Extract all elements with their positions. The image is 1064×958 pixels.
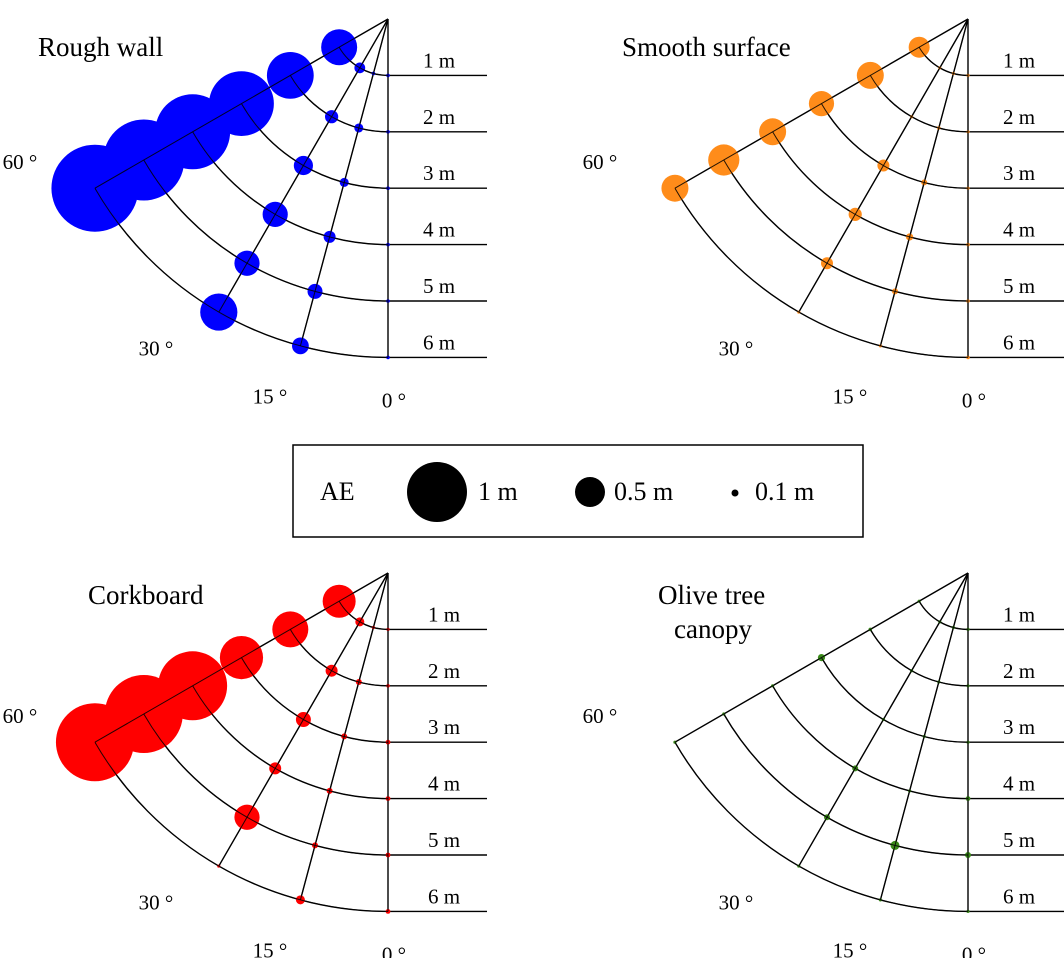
distance-label-6m: 6 m [1003, 330, 1035, 354]
legend-marker-1m [407, 462, 467, 522]
distance-label-2m: 2 m [423, 105, 455, 129]
angle-label-60deg: 60 ° [3, 150, 38, 174]
arc-overlay-5m [143, 713, 389, 856]
arc-overlay-5m [723, 713, 969, 856]
arc-overlay-6m [94, 741, 389, 912]
arc-overlay-2m [289, 629, 389, 687]
panel-title: Rough wall [38, 32, 163, 62]
legend-marker-0.1m [731, 489, 739, 497]
panel-title: Corkboard [88, 580, 204, 610]
angle-label-15deg: 15 ° [253, 384, 288, 408]
angle-label-30deg: 30 ° [139, 890, 174, 914]
angle-label-15deg: 15 ° [833, 384, 868, 408]
distance-label-1m: 1 m [428, 602, 460, 626]
distance-label-1m: 1 m [423, 48, 455, 72]
arc-overlay-1m [918, 600, 969, 630]
angle-label-0deg: 0 ° [382, 388, 406, 412]
arc-overlay-3m [241, 103, 389, 189]
panel-2: 1 m 2 m 3 m 4 m 5 m 6 m 0 ° 15 ° 30 ° 60 ° Corkboa… [3, 572, 487, 958]
arc-overlay-3m [821, 657, 969, 743]
legend-title: AE [320, 477, 355, 506]
angle-label-15deg: 15 ° [253, 938, 288, 958]
panel-title-line-1: canopy [674, 614, 752, 644]
angle-label-60deg: 60 ° [3, 704, 38, 728]
distance-label-4m: 4 m [1003, 772, 1035, 796]
arc-overlay-4m [772, 685, 969, 800]
arc-overlay-3m [821, 103, 969, 189]
arc-overlay-4m [192, 685, 389, 800]
angle-label-30deg: 30 ° [719, 890, 754, 914]
arc-overlay-5m [723, 159, 969, 302]
distance-label-1m: 1 m [1003, 48, 1035, 72]
arc-overlay-6m [674, 187, 969, 358]
arc-overlay-4m [192, 131, 389, 246]
arc-overlay-4m [772, 131, 969, 246]
arc-overlay-5m [143, 159, 389, 302]
legend-label-0.5m: 0.5 m [614, 477, 673, 506]
arc-overlay-1m [338, 600, 389, 630]
distance-label-3m: 3 m [1003, 715, 1035, 739]
arc-overlay-1m [918, 46, 969, 76]
legend-marker-0.5m [575, 477, 605, 507]
angle-label-0deg: 0 ° [962, 942, 986, 958]
distance-label-5m: 5 m [423, 274, 455, 298]
legend-label-1m: 1 m [478, 477, 518, 506]
arc-overlay-2m [289, 75, 389, 133]
distance-label-6m: 6 m [423, 330, 455, 354]
arc-overlay-3m [241, 657, 389, 743]
distance-label-2m: 2 m [1003, 659, 1035, 683]
angle-label-0deg: 0 ° [962, 388, 986, 412]
panel-0: 1 m 2 m 3 m 4 m 5 m 6 m 0 ° 15 ° 30 ° 60 ° Rough w… [3, 18, 487, 412]
panel-title: Smooth surface [622, 32, 791, 62]
arc-overlay-6m [94, 187, 389, 358]
distance-label-5m: 5 m [1003, 828, 1035, 852]
angle-label-15deg: 15 ° [833, 938, 868, 958]
distance-label-3m: 3 m [1003, 161, 1035, 185]
distance-label-5m: 5 m [428, 828, 460, 852]
angle-label-60deg: 60 ° [583, 150, 618, 174]
distance-label-6m: 6 m [1003, 884, 1035, 908]
angle-label-60deg: 60 ° [583, 704, 618, 728]
distance-label-6m: 6 m [428, 884, 460, 908]
distance-label-2m: 2 m [428, 659, 460, 683]
arc-overlay-1m [338, 46, 389, 76]
distance-label-1m: 1 m [1003, 602, 1035, 626]
panel-title-line-0: Olive tree [658, 580, 765, 610]
angle-label-0deg: 0 ° [382, 942, 406, 958]
arc-overlay-6m [674, 741, 969, 912]
distance-label-4m: 4 m [423, 218, 455, 242]
distance-label-4m: 4 m [1003, 218, 1035, 242]
distance-label-3m: 3 m [423, 161, 455, 185]
angle-label-30deg: 30 ° [139, 336, 174, 360]
angle-label-30deg: 30 ° [719, 336, 754, 360]
distance-label-5m: 5 m [1003, 274, 1035, 298]
panel-1: 1 m 2 m 3 m 4 m 5 m 6 m 0 ° 15 ° 30 ° 60 ° Smooth … [583, 18, 1064, 412]
legend-label-0.1m: 0.1 m [755, 477, 814, 506]
legend: AE 1 m 0.5 m 0.1 m [292, 444, 864, 538]
distance-label-2m: 2 m [1003, 105, 1035, 129]
arc-overlay-2m [869, 629, 969, 687]
panel-3: 1 m 2 m 3 m 4 m 5 m 6 m 0 ° 15 ° 30 ° 60 ° Olive t… [583, 572, 1064, 958]
arc-overlay-2m [869, 75, 969, 133]
distance-label-4m: 4 m [428, 772, 460, 796]
distance-label-3m: 3 m [428, 715, 460, 739]
